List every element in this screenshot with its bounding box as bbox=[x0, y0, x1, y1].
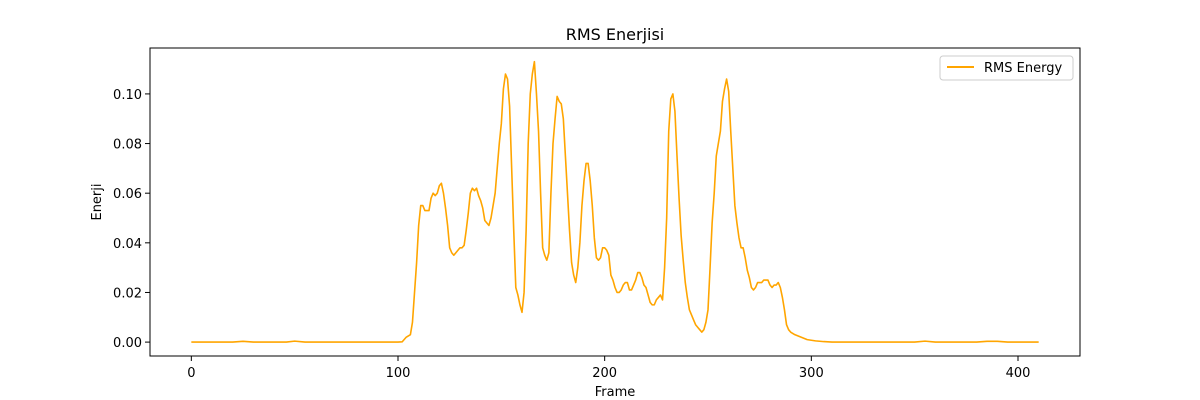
y-axis-label: Enerji bbox=[90, 183, 105, 220]
x-tick-label: 300 bbox=[799, 366, 824, 381]
y-tick-label: 0.00 bbox=[113, 336, 142, 351]
x-tick-label: 100 bbox=[386, 366, 411, 381]
plot-frame bbox=[149, 47, 1081, 357]
y-tick-label: 0.02 bbox=[113, 286, 142, 301]
x-tick-label: 0 bbox=[187, 366, 195, 381]
y-tick-label: 0.06 bbox=[113, 187, 142, 202]
x-ticks: 0 100 200 300 400 bbox=[187, 356, 1030, 381]
plot-area bbox=[150, 48, 1080, 356]
x-tick-label: 200 bbox=[592, 366, 617, 381]
y-tick-label: 0.08 bbox=[113, 138, 142, 153]
x-tick-label: 400 bbox=[1006, 366, 1031, 381]
x-axis-label: Frame bbox=[595, 385, 636, 400]
chart-title: RMS Enerjisi bbox=[566, 25, 665, 44]
series-line-rms-energy bbox=[191, 60, 1039, 343]
legend-box bbox=[939, 55, 1074, 81]
series-layer bbox=[191, 60, 1039, 343]
y-tick-label: 0.04 bbox=[113, 237, 142, 252]
legend: RMS Energy bbox=[939, 55, 1074, 81]
y-ticks: 0.00 0.02 0.04 0.06 0.08 0.10 bbox=[113, 88, 150, 351]
y-tick-label: 0.10 bbox=[113, 88, 142, 103]
legend-label: RMS Energy bbox=[984, 61, 1062, 76]
